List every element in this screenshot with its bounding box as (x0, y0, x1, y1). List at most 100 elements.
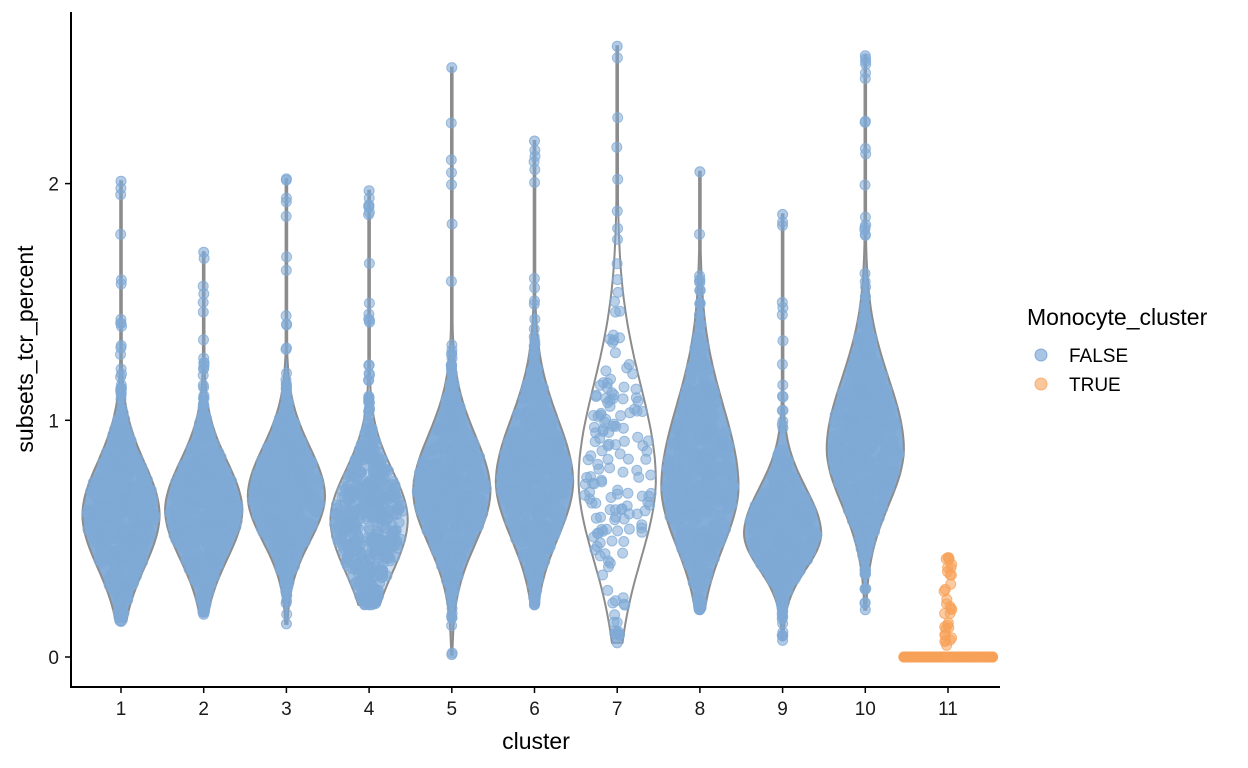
data-point (137, 544, 149, 556)
data-point (372, 451, 384, 463)
data-point (556, 448, 568, 460)
data-point (464, 447, 476, 459)
data-point (172, 533, 184, 545)
data-point (194, 477, 206, 489)
data-point (98, 527, 110, 539)
data-point (639, 505, 651, 517)
data-point (699, 499, 710, 511)
data-point (309, 506, 321, 518)
data-point (713, 465, 725, 477)
data-point (414, 467, 425, 479)
data-point (333, 523, 345, 535)
data-point (622, 487, 634, 499)
data-point (691, 571, 703, 583)
data-point (852, 377, 864, 389)
data-point (117, 436, 129, 448)
data-point (380, 522, 392, 534)
data-point-extreme (777, 634, 789, 646)
data-point (282, 557, 294, 569)
data-point (800, 551, 812, 563)
data-point (110, 447, 122, 459)
data-point (873, 415, 884, 427)
data-point (777, 335, 789, 347)
data-point (694, 228, 705, 240)
data-point (230, 521, 242, 533)
data-point (868, 521, 880, 533)
data-point (119, 485, 131, 497)
data-point (393, 517, 405, 529)
data-point (363, 395, 375, 407)
data-point (618, 381, 630, 393)
x-axis-title: cluster (502, 728, 570, 754)
data-point (271, 495, 283, 507)
data-point (588, 421, 600, 433)
data-point (86, 519, 98, 531)
data-point (890, 419, 902, 431)
data-point (426, 476, 438, 488)
data-point (612, 233, 623, 245)
data-point (744, 516, 756, 528)
data-point (94, 539, 105, 551)
data-point-extreme (694, 604, 706, 616)
data-point (554, 463, 566, 475)
data-point-extreme (859, 604, 871, 616)
data-point-extreme (115, 616, 127, 627)
data-point (553, 481, 564, 493)
data-point (363, 374, 375, 386)
data-point (699, 404, 711, 416)
data-point (600, 413, 612, 425)
data-point (391, 535, 403, 547)
data-point (226, 512, 238, 524)
data-point (630, 383, 642, 395)
data-point (687, 468, 699, 480)
data-point (776, 444, 788, 456)
data-point (849, 351, 861, 363)
data-point (530, 588, 542, 600)
data-point (363, 524, 375, 536)
data-point (446, 367, 458, 379)
data-point (139, 476, 151, 488)
data-point (842, 495, 854, 507)
data-point (777, 390, 788, 402)
data-point (529, 164, 541, 176)
data-point (86, 530, 98, 542)
data-point (609, 347, 621, 359)
data-point (169, 510, 181, 522)
x-tick-label: 8 (695, 699, 706, 720)
data-point (607, 597, 619, 609)
data-point (445, 117, 457, 129)
data-point (439, 424, 451, 436)
data-point (597, 569, 609, 581)
data-point-extreme (859, 50, 871, 62)
data-point (197, 558, 209, 570)
data-point (446, 610, 458, 622)
data-point (614, 448, 626, 460)
data-point (196, 596, 208, 608)
data-point (132, 497, 144, 509)
data-point (609, 296, 620, 307)
data-point (882, 472, 894, 484)
data-point (104, 475, 116, 487)
data-point (707, 494, 719, 506)
data-point (792, 529, 804, 541)
data-point (579, 478, 591, 490)
data-point (299, 536, 311, 548)
data-point (614, 305, 626, 317)
data-point (371, 570, 383, 582)
data-point-extreme (942, 552, 954, 564)
data-point (495, 471, 507, 483)
data-point (836, 442, 848, 454)
data-point (775, 477, 787, 489)
data-point (594, 379, 606, 391)
data-point (110, 528, 122, 540)
data-point (866, 500, 878, 512)
data-point (280, 264, 292, 276)
data-point (777, 379, 789, 391)
data-point (436, 560, 448, 572)
data-point (691, 513, 703, 524)
data-point (305, 486, 317, 498)
data-point (178, 485, 190, 497)
data-point (450, 396, 462, 408)
plot-area (81, 40, 999, 663)
